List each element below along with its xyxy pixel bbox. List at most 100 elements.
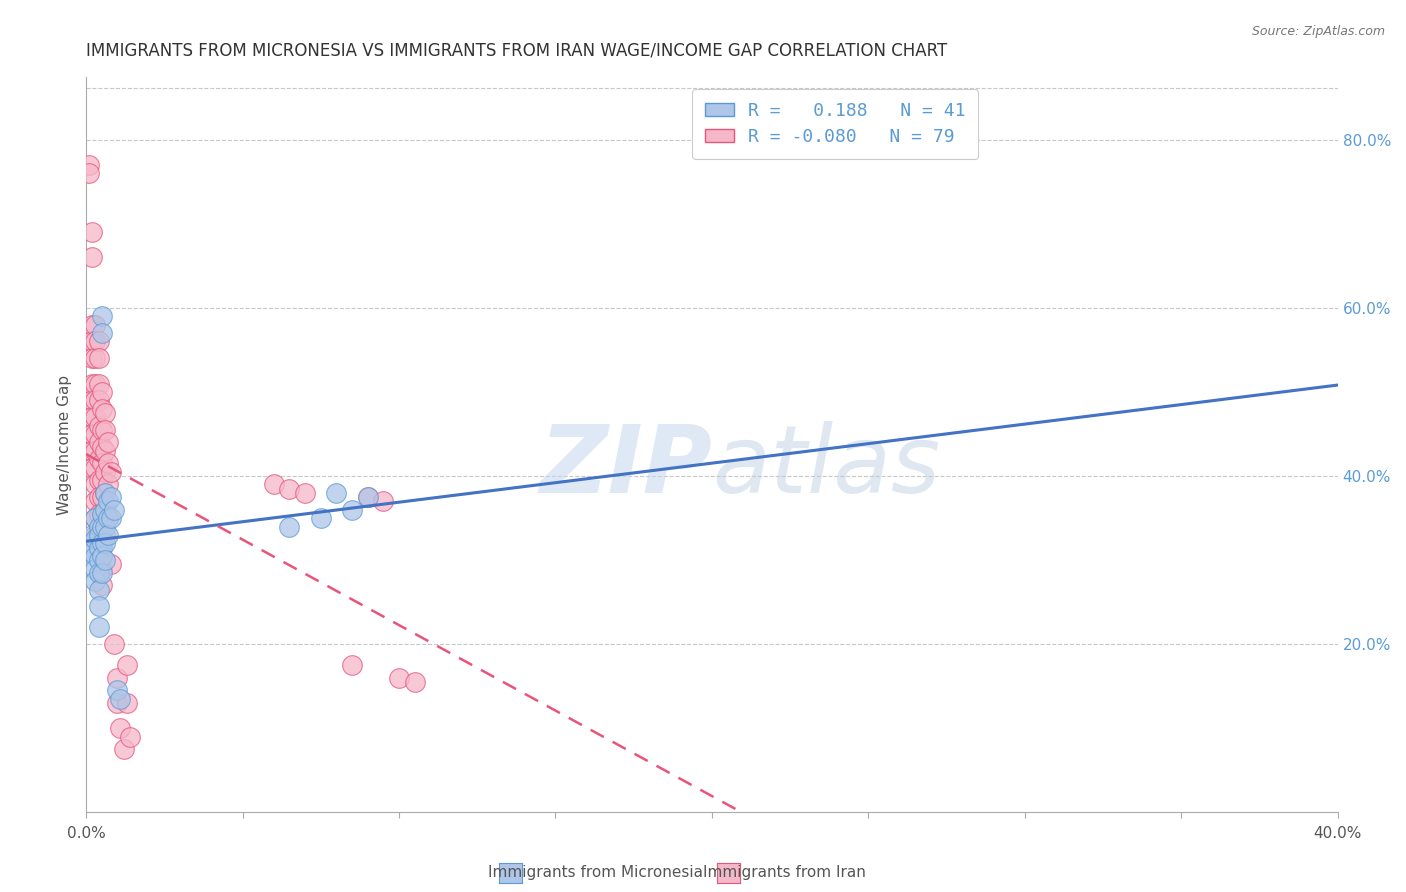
Point: [105, 683, 128, 698]
Point: [90, 524, 112, 538]
Point: [94, 465, 117, 479]
Point: [100, 490, 122, 504]
Point: [97, 511, 120, 525]
Point: [278, 519, 301, 533]
Point: [87, 418, 110, 433]
Point: [340, 658, 363, 673]
Point: [94, 528, 117, 542]
Point: [94, 519, 117, 533]
Point: [97, 435, 120, 450]
Text: Immigrants from Iran: Immigrants from Iran: [703, 865, 866, 880]
Point: [84, 511, 107, 525]
Point: [294, 486, 316, 500]
Point: [84, 549, 107, 563]
Point: [87, 376, 110, 391]
Point: [87, 473, 110, 487]
Point: [84, 460, 107, 475]
Point: [94, 423, 117, 437]
Point: [87, 566, 110, 580]
Point: [94, 502, 117, 516]
Point: [87, 351, 110, 366]
Y-axis label: Wage/Income Gap: Wage/Income Gap: [58, 375, 72, 515]
Point: [97, 494, 120, 508]
Point: [100, 558, 122, 572]
Point: [357, 490, 380, 504]
Point: [87, 393, 110, 408]
Point: [97, 511, 120, 525]
Text: atlas: atlas: [711, 421, 941, 512]
Point: [115, 696, 138, 710]
Point: [84, 443, 107, 458]
Point: [325, 486, 347, 500]
Point: [87, 541, 110, 555]
Point: [90, 457, 112, 471]
Point: [90, 566, 112, 580]
Text: Source: ZipAtlas.com: Source: ZipAtlas.com: [1251, 25, 1385, 38]
Point: [388, 671, 411, 685]
Point: [77, 166, 100, 180]
Point: [404, 675, 426, 690]
Point: [110, 722, 132, 736]
Point: [87, 452, 110, 467]
Point: [87, 528, 110, 542]
Point: [82, 410, 104, 425]
Point: [82, 545, 104, 559]
Point: [82, 376, 104, 391]
Point: [105, 671, 128, 685]
Point: [82, 427, 104, 442]
Point: [84, 511, 107, 525]
Point: [82, 460, 104, 475]
Point: [77, 158, 100, 172]
Point: [90, 578, 112, 592]
Point: [87, 524, 110, 538]
Point: [340, 502, 363, 516]
Text: Immigrants from Micronesia: Immigrants from Micronesia: [488, 865, 703, 880]
Point: [94, 536, 117, 550]
Point: [100, 511, 122, 525]
Point: [373, 494, 395, 508]
Point: [100, 465, 122, 479]
Point: [94, 507, 117, 521]
Point: [87, 599, 110, 614]
Point: [84, 376, 107, 391]
Point: [84, 318, 107, 332]
Point: [82, 251, 104, 265]
Point: [90, 326, 112, 340]
Point: [105, 696, 128, 710]
Point: [90, 490, 112, 504]
Point: [84, 351, 107, 366]
Point: [87, 435, 110, 450]
Point: [103, 502, 125, 516]
Text: IMMIGRANTS FROM MICRONESIA VS IMMIGRANTS FROM IRAN WAGE/INCOME GAP CORRELATION C: IMMIGRANTS FROM MICRONESIA VS IMMIGRANTS…: [86, 42, 948, 60]
Point: [90, 561, 112, 575]
Point: [94, 486, 117, 500]
Point: [87, 519, 110, 533]
Point: [90, 507, 112, 521]
Point: [90, 541, 112, 555]
Point: [110, 692, 132, 706]
Point: [87, 541, 110, 555]
Point: [278, 482, 301, 496]
Point: [94, 553, 117, 567]
Point: [82, 536, 104, 550]
Point: [90, 440, 112, 454]
Point: [84, 561, 107, 575]
Point: [84, 532, 107, 546]
Point: [82, 351, 104, 366]
Point: [90, 536, 112, 550]
Point: [82, 334, 104, 349]
Point: [87, 582, 110, 597]
Point: [84, 393, 107, 408]
Point: [84, 528, 107, 542]
Point: [84, 494, 107, 508]
Text: ZIP: ZIP: [538, 421, 711, 513]
Point: [97, 528, 120, 542]
Point: [84, 410, 107, 425]
Point: [90, 384, 112, 399]
Point: [103, 637, 125, 651]
Point: [82, 225, 104, 239]
Point: [263, 477, 285, 491]
Point: [357, 490, 380, 504]
Point: [82, 528, 104, 542]
Point: [87, 553, 110, 567]
